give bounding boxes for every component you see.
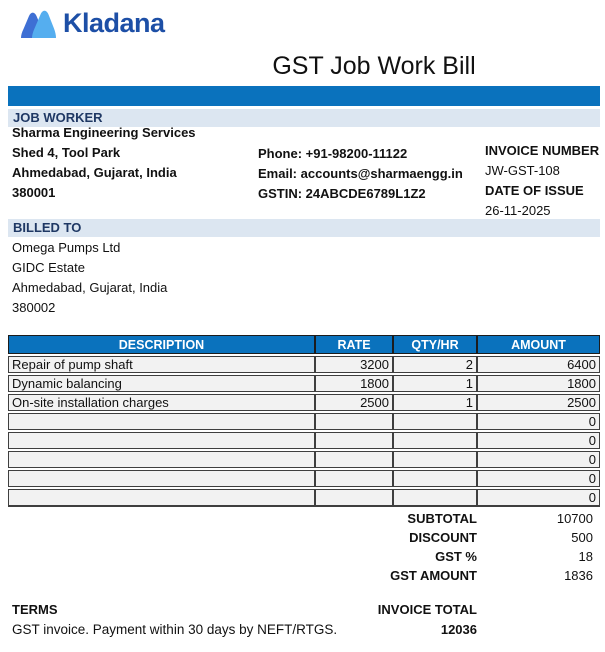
kladana-logo: Kladana	[20, 7, 165, 40]
invoice-meta: INVOICE NUMBER JW-GST-108 DATE OF ISSUE …	[485, 141, 599, 221]
cell-amount: 2500	[477, 394, 600, 411]
col-header-qty-hr: QTY/HR	[393, 335, 477, 354]
cell-amount: 0	[477, 413, 600, 430]
col-header-description: DESCRIPTION	[8, 335, 315, 354]
cell-description: Repair of pump shaft	[8, 356, 315, 373]
job-worker-city: Ahmedabad, Gujarat, India	[12, 165, 177, 180]
billed-to-street: GIDC Estate	[12, 260, 85, 275]
table-row: Dynamic balancing 1800 1 1800	[8, 375, 600, 392]
table-row: Repair of pump shaft 3200 2 6400	[8, 356, 600, 373]
page-title: GST Job Work Bill	[272, 52, 476, 80]
section-heading-billed-to: BILLED TO	[8, 219, 600, 237]
cell-rate	[315, 451, 393, 468]
cell-qty	[393, 489, 477, 507]
job-worker-street: Shed 4, Tool Park	[12, 145, 121, 160]
cell-rate: 1800	[315, 375, 393, 392]
cell-rate	[315, 470, 393, 487]
invoice-number-value: JW-GST-108	[485, 163, 560, 178]
kladana-mountains-icon	[20, 7, 56, 40]
line-items-table: DESCRIPTION RATE QTY/HR AMOUNT Repair of…	[8, 333, 600, 509]
job-worker-pincode: 380001	[12, 185, 56, 200]
cell-description	[8, 470, 315, 487]
title-divider-bar	[8, 86, 600, 106]
terms-text: GST invoice. Payment within 30 days by N…	[12, 622, 338, 637]
cell-amount: 0	[477, 432, 600, 449]
billed-to-address: Omega Pumps Ltd GIDC Estate Ahmedabad, G…	[12, 238, 167, 318]
invoice-total-label: INVOICE TOTAL	[377, 602, 477, 617]
cell-description	[8, 413, 315, 430]
gst-percent-label: GST %	[435, 549, 477, 564]
job-worker-name: Sharma Engineering Services	[12, 125, 196, 140]
invoice-number-label: INVOICE NUMBER	[485, 143, 600, 158]
invoice-total-value: 12036	[440, 622, 477, 637]
col-header-amount: AMOUNT	[477, 335, 600, 354]
cell-amount: 6400	[477, 356, 600, 373]
cell-qty: 2	[393, 356, 477, 373]
table-header-row: DESCRIPTION RATE QTY/HR AMOUNT	[8, 335, 600, 354]
cell-amount: 0	[477, 489, 600, 507]
cell-description	[8, 489, 315, 507]
cell-qty: 1	[393, 394, 477, 411]
date-of-issue-value: 26-11-2025	[485, 203, 551, 218]
cell-qty	[393, 451, 477, 468]
cell-description	[8, 432, 315, 449]
discount-label: DISCOUNT	[409, 530, 477, 545]
cell-qty	[393, 413, 477, 430]
discount-value: 500	[571, 530, 593, 545]
gst-amount-value: 1836	[564, 568, 593, 583]
job-worker-address: Sharma Engineering Services Shed 4, Tool…	[12, 123, 196, 203]
cell-qty	[393, 470, 477, 487]
cell-amount: 0	[477, 451, 600, 468]
table-row: 0	[8, 451, 600, 468]
table-row: 0	[8, 489, 600, 507]
cell-description: On-site installation charges	[8, 394, 315, 411]
cell-description: Dynamic balancing	[8, 375, 315, 392]
col-header-rate: RATE	[315, 335, 393, 354]
items-body: Repair of pump shaft 3200 2 6400 Dynamic bal…	[8, 356, 600, 507]
table-row: On-site installation charges 2500 1 2500	[8, 394, 600, 411]
job-worker-contact: Phone: +91-98200-11122 Email: accounts@s…	[258, 144, 463, 204]
table-row: 0	[8, 470, 600, 487]
cell-amount: 1800	[477, 375, 600, 392]
kladana-wordmark: Kladana	[63, 8, 165, 38]
billed-to-city: Ahmedabad, Gujarat, India	[12, 280, 168, 295]
subtotal-label: SUBTOTAL	[407, 511, 477, 526]
cell-rate	[315, 489, 393, 507]
subtotal-value: 10700	[556, 511, 593, 526]
billed-to-name: Omega Pumps Ltd	[12, 240, 121, 255]
billed-to-pincode: 380002	[12, 300, 56, 315]
date-of-issue-label: DATE OF ISSUE	[485, 183, 584, 198]
cell-qty	[393, 432, 477, 449]
cell-rate	[315, 432, 393, 449]
cell-amount: 0	[477, 470, 600, 487]
table-row: 0	[8, 432, 600, 449]
terms-heading: TERMS	[12, 602, 58, 617]
gst-amount-label: GST AMOUNT	[390, 568, 477, 583]
contact-phone: Phone: +91-98200-11122	[258, 146, 408, 161]
contact-email: Email: accounts@sharmaengg.in	[258, 166, 463, 181]
cell-rate	[315, 413, 393, 430]
cell-qty: 1	[393, 375, 477, 392]
cell-description	[8, 451, 315, 468]
table-row: 0	[8, 413, 600, 430]
gst-percent-value: 18	[578, 549, 593, 564]
cell-rate: 2500	[315, 394, 393, 411]
cell-rate: 3200	[315, 356, 393, 373]
contact-gstin: GSTIN: 24ABCDE6789L1Z2	[258, 186, 426, 201]
section-heading-job-worker: JOB WORKER	[8, 109, 600, 127]
